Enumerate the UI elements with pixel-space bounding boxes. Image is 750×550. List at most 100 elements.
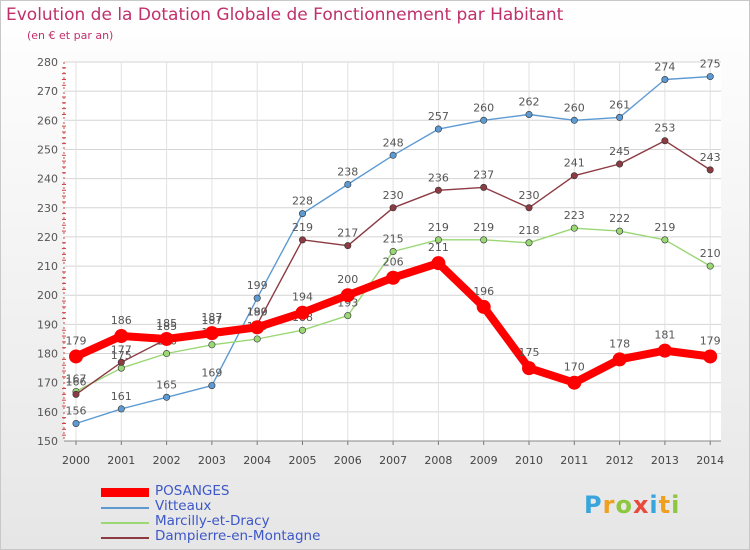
data-point — [481, 184, 487, 190]
data-point — [296, 306, 310, 320]
data-label: 237 — [473, 168, 494, 181]
legend-label: POSANGES — [155, 483, 229, 499]
data-label: 274 — [654, 60, 675, 73]
data-point — [250, 320, 264, 334]
data-label: 170 — [564, 361, 585, 374]
data-label: 165 — [156, 378, 177, 391]
x-tick-label: 2011 — [560, 454, 588, 467]
data-label: 245 — [609, 145, 630, 158]
data-label: 177 — [111, 343, 132, 356]
data-label: 178 — [609, 337, 630, 350]
data-point — [616, 114, 622, 120]
data-label: 219 — [473, 221, 494, 234]
data-point — [73, 391, 79, 397]
data-label: 236 — [428, 171, 449, 184]
y-tick-label: 270 — [37, 85, 58, 98]
y-tick-label: 240 — [37, 173, 58, 186]
data-point — [707, 73, 713, 79]
x-tick-label: 2003 — [198, 454, 226, 467]
data-point — [616, 228, 622, 234]
data-label: 211 — [428, 241, 449, 254]
x-tick-label: 2005 — [289, 454, 317, 467]
data-point — [254, 336, 260, 342]
y-tick-label: 210 — [37, 260, 58, 273]
y-tick-label: 180 — [37, 348, 58, 361]
data-point — [390, 152, 396, 158]
data-point — [386, 271, 400, 285]
chart-frame: Evolution de la Dotation Globale de Fonc… — [0, 0, 750, 550]
data-point — [345, 312, 351, 318]
x-tick-label: 2006 — [334, 454, 362, 467]
data-point — [658, 344, 672, 358]
legend-swatch — [101, 507, 149, 509]
data-point — [163, 394, 169, 400]
data-label: 222 — [609, 212, 630, 225]
line-chart: 1501601701801902002102202302402502602702… — [1, 1, 749, 549]
y-tick-label: 190 — [37, 318, 58, 331]
logo-letter: r — [603, 491, 616, 519]
logo-letter: i — [649, 491, 658, 519]
data-point — [299, 327, 305, 333]
data-label: 156 — [66, 405, 87, 418]
data-label: 196 — [473, 285, 494, 298]
data-point — [118, 365, 124, 371]
data-point — [209, 382, 215, 388]
data-point — [435, 126, 441, 132]
data-point — [209, 342, 215, 348]
data-label: 219 — [654, 221, 675, 234]
data-label: 230 — [519, 189, 540, 202]
data-label: 166 — [66, 375, 87, 388]
data-point — [571, 173, 577, 179]
x-tick-label: 2002 — [153, 454, 181, 467]
data-point — [299, 210, 305, 216]
data-point — [163, 350, 169, 356]
data-label: 261 — [609, 98, 630, 111]
data-label: 218 — [519, 224, 540, 237]
x-tick-label: 2013 — [651, 454, 679, 467]
y-tick-label: 280 — [37, 56, 58, 69]
data-label: 238 — [337, 165, 358, 178]
proxiti-logo: Proxiti — [584, 491, 680, 519]
data-label: 169 — [201, 367, 222, 380]
data-label: 230 — [383, 189, 404, 202]
data-point — [662, 237, 668, 243]
data-label: 200 — [337, 273, 358, 286]
data-label: 260 — [473, 101, 494, 114]
y-tick-label: 250 — [37, 143, 58, 156]
data-point — [435, 187, 441, 193]
data-point — [613, 352, 627, 366]
data-point — [707, 263, 713, 269]
data-label: 253 — [654, 122, 675, 135]
data-label: 248 — [383, 136, 404, 149]
data-label: 217 — [337, 227, 358, 240]
data-label: 223 — [564, 209, 585, 222]
legend-swatch — [101, 537, 149, 539]
data-point — [345, 181, 351, 187]
data-label: 228 — [292, 195, 313, 208]
data-point — [69, 349, 83, 363]
data-point — [571, 117, 577, 123]
data-point — [616, 161, 622, 167]
data-point — [118, 406, 124, 412]
data-point — [567, 376, 581, 390]
data-point — [114, 329, 128, 343]
data-point — [481, 237, 487, 243]
data-point — [254, 295, 260, 301]
data-label: 257 — [428, 110, 449, 123]
data-label: 210 — [700, 247, 721, 260]
data-label: 260 — [564, 101, 585, 114]
x-tick-label: 2010 — [515, 454, 543, 467]
data-point — [703, 349, 717, 363]
x-tick-label: 2009 — [470, 454, 498, 467]
data-point — [118, 359, 124, 365]
legend-label: Marcilly-et-Dracy — [155, 513, 270, 529]
legend-swatch — [101, 522, 149, 524]
data-label: 187 — [201, 311, 222, 324]
data-point — [299, 237, 305, 243]
data-point — [160, 332, 174, 346]
y-tick-label: 220 — [37, 231, 58, 244]
data-point — [571, 225, 577, 231]
data-point — [390, 205, 396, 211]
data-point — [526, 240, 532, 246]
x-tick-label: 2012 — [606, 454, 634, 467]
